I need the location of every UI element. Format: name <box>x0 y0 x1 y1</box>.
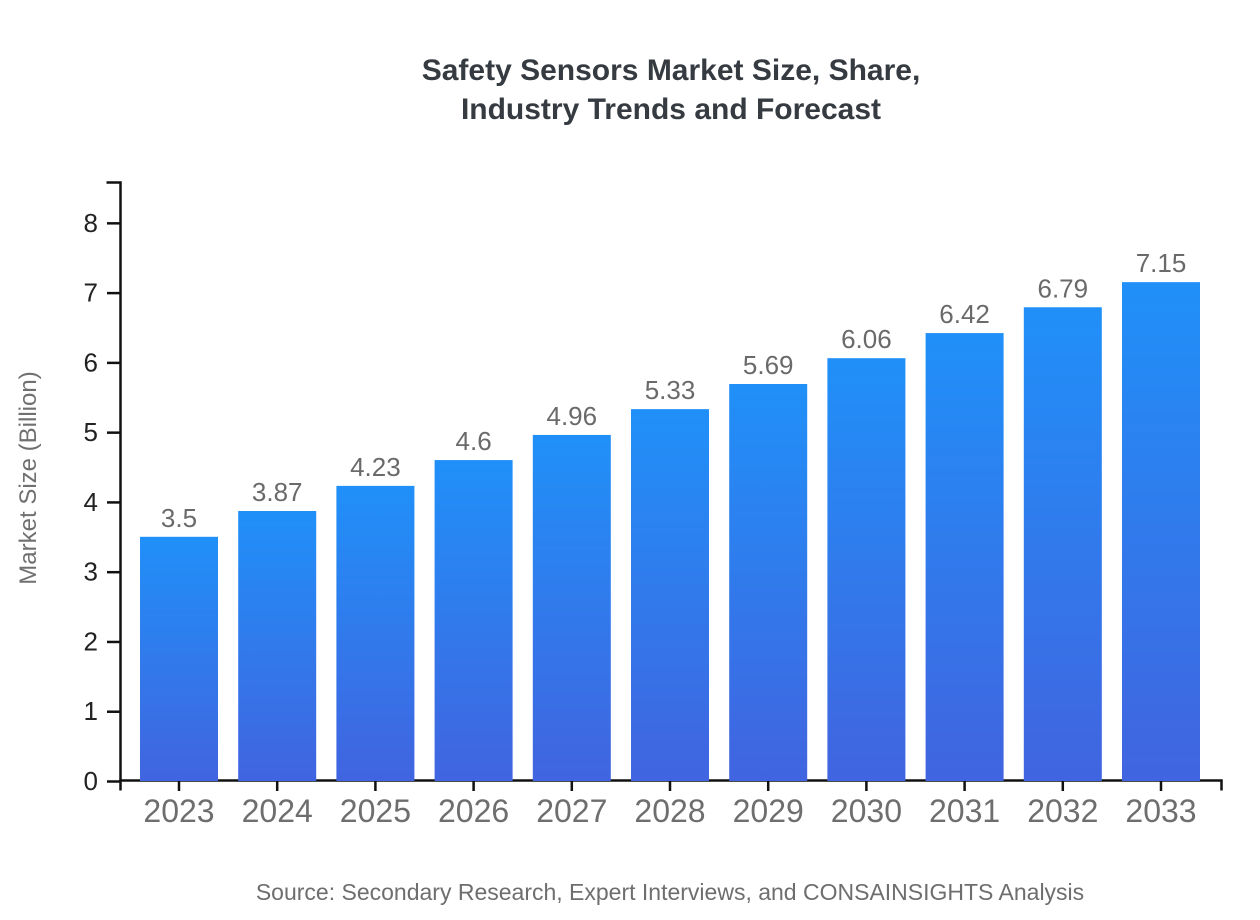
bar <box>925 333 1004 781</box>
bar-value-label: 5.69 <box>743 350 794 380</box>
bar <box>1122 282 1200 781</box>
bar-value-label: 6.79 <box>1037 273 1088 303</box>
bar <box>827 358 906 781</box>
x-tick-label: 2032 <box>1027 793 1098 829</box>
y-axis-title: Market Size (Billion) <box>15 371 42 584</box>
chart-title-line2: Industry Trends and Forecast <box>461 93 881 126</box>
x-tick-label: 2023 <box>143 793 214 829</box>
bar <box>532 434 611 781</box>
bar-value-label: 4.23 <box>350 452 401 482</box>
y-tick-label: 4 <box>84 487 98 517</box>
x-tick-label: 2029 <box>733 793 804 829</box>
bar-value-label: 7.15 <box>1136 248 1187 278</box>
y-tick-label: 8 <box>84 208 98 238</box>
x-tick-label: 2026 <box>438 793 509 829</box>
bar <box>238 510 317 781</box>
bar-value-label: 3.5 <box>161 503 197 533</box>
bar <box>729 384 808 781</box>
y-axis-ticks-group: 0 1 2 3 4 5 6 7 8 <box>84 208 120 796</box>
bar <box>1023 307 1102 781</box>
x-tick-label: 2030 <box>831 793 902 829</box>
bar <box>336 485 415 781</box>
y-tick-label: 7 <box>84 278 98 308</box>
x-axis-ticks-group: 2023 2024 2025 2026 2027 2028 2029 2030 2031 2032… <box>143 781 1197 829</box>
bar-value-label: 6.06 <box>841 324 892 354</box>
x-tick-label: 2033 <box>1125 793 1196 829</box>
bar <box>434 460 513 781</box>
bar-value-label: 3.87 <box>252 477 303 507</box>
bar-value-label: 4.96 <box>546 401 597 431</box>
bar-value-label: 4.6 <box>456 426 492 456</box>
source-note: Source: Secondary Research, Expert Inter… <box>256 879 1084 905</box>
y-tick-label: 3 <box>84 557 98 587</box>
y-tick-label: 0 <box>84 766 98 796</box>
bar-value-label: 5.33 <box>645 375 696 405</box>
bar-value-label: 6.42 <box>939 299 990 329</box>
x-tick-label: 2025 <box>340 793 411 829</box>
value-labels-group: 3.5 3.87 4.23 4.6 4.96 5.33 5.69 6.06 6.42 6.79 7.… <box>161 248 1186 533</box>
x-tick-label: 2028 <box>634 793 705 829</box>
y-tick-label: 1 <box>84 696 98 726</box>
chart-title-line1: Safety Sensors Market Size, Share, <box>422 54 921 87</box>
x-tick-label: 2031 <box>929 793 1000 829</box>
x-tick-label: 2024 <box>242 793 313 829</box>
bar <box>631 409 709 781</box>
y-tick-label: 2 <box>84 626 98 656</box>
y-tick-label: 6 <box>84 347 98 377</box>
x-tick-label: 2027 <box>536 793 607 829</box>
bars-group <box>140 282 1200 781</box>
bar <box>140 536 218 781</box>
y-axis-line <box>106 181 122 781</box>
y-tick-label: 5 <box>84 417 98 447</box>
